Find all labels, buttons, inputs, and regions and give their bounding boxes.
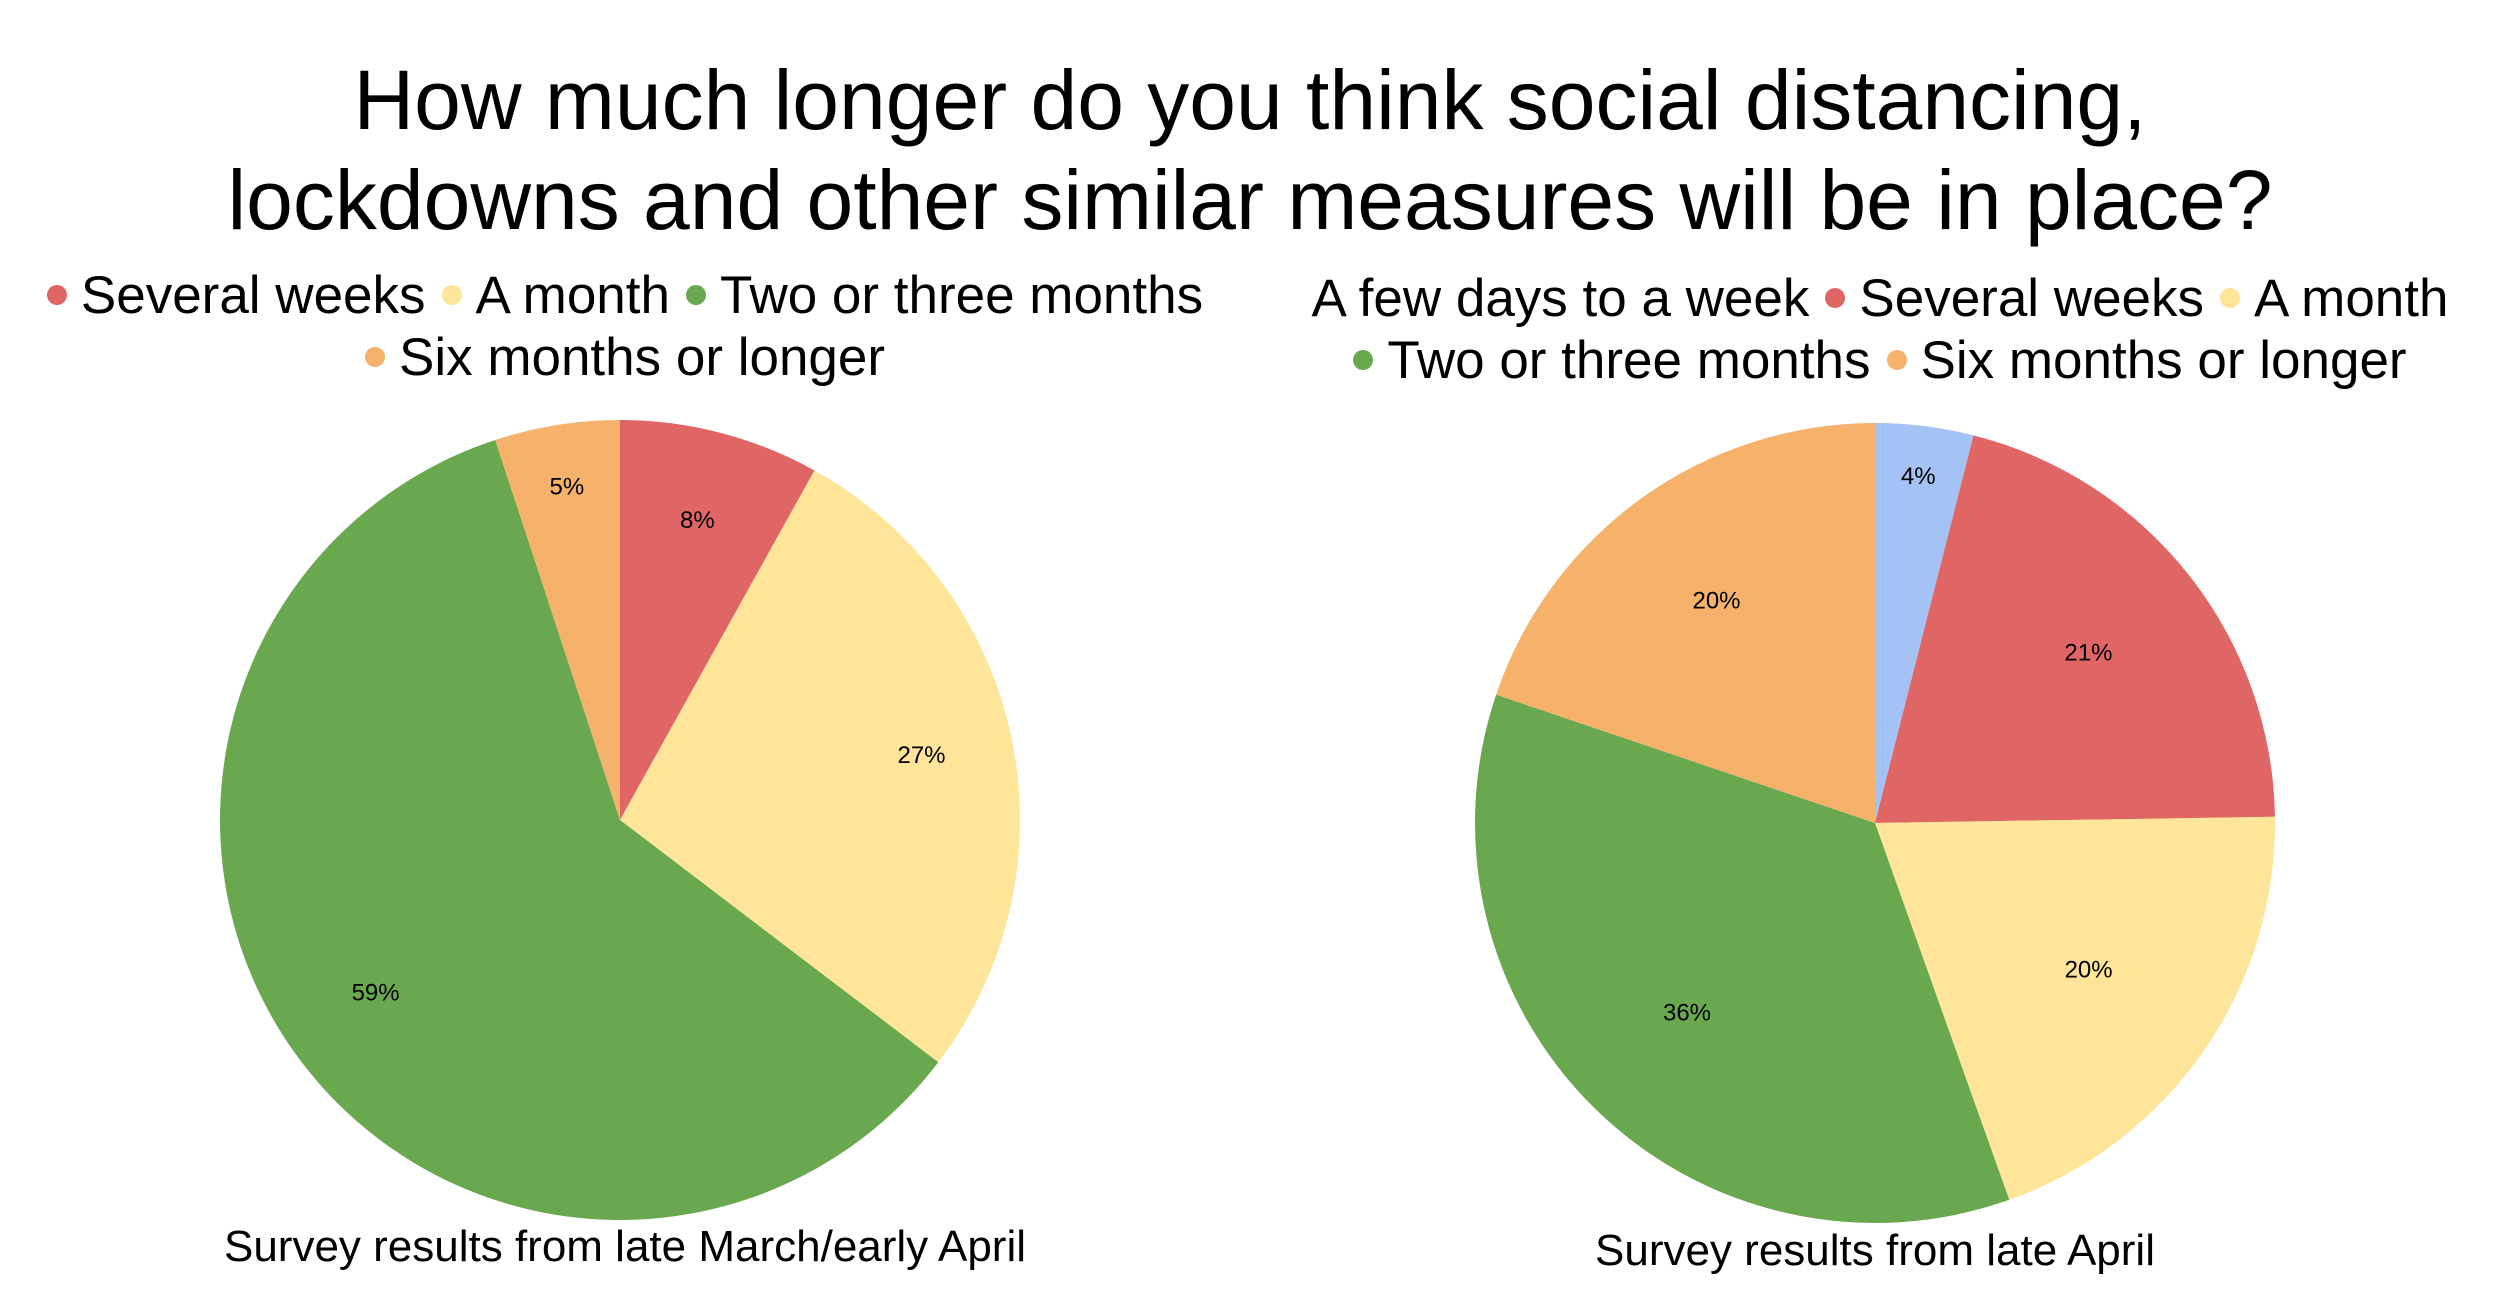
legend-dot-icon bbox=[46, 285, 67, 305]
chart-title-line-1: How much longer do you think social dist… bbox=[353, 53, 2147, 147]
slice-label-two-or-three-months: 59% bbox=[352, 979, 400, 1006]
pie-slice-a-month bbox=[1875, 816, 2275, 1200]
legend-label: Six months or longer bbox=[398, 328, 886, 387]
slice-label-six-months-or-longer: 5% bbox=[550, 474, 585, 501]
legend-item-a-month: A month bbox=[2220, 268, 2449, 330]
chart-title: How much longer do you think social dist… bbox=[0, 50, 2500, 250]
slice-label-a-month: 27% bbox=[897, 742, 945, 769]
legend: Several weeks A month Two or three months S… bbox=[0, 265, 1250, 389]
chart-caption: Survey results from late March/early Apr… bbox=[223, 1222, 1027, 1271]
legend-label: Two or three months bbox=[720, 266, 1204, 325]
legend-label: Two or three months bbox=[1387, 331, 1871, 390]
legend-item-several-weeks: Several weeks bbox=[46, 265, 426, 327]
legend-item-two-or-three-months: Two or three months bbox=[686, 265, 1203, 327]
legend-label: A month bbox=[475, 266, 670, 325]
legend-row: Several weeks A month Two or three months bbox=[0, 265, 1250, 327]
legend-label: Several weeks bbox=[1859, 269, 2205, 328]
slice-label-a-month: 20% bbox=[2065, 957, 2113, 984]
pie-slice-two-or-three-months bbox=[219, 439, 939, 1221]
legend-dot-icon bbox=[2220, 288, 2241, 308]
pie-slice-six-months-or-longer bbox=[495, 420, 620, 820]
legend-dot-icon bbox=[686, 285, 706, 305]
pie-slice-two-or-three-months bbox=[1474, 694, 2010, 1223]
pie-slice-six-months-or-longer bbox=[1496, 422, 1875, 823]
legend-dot-icon bbox=[1886, 350, 1907, 370]
legend-label: A month bbox=[2254, 269, 2449, 328]
legend-item-a-few-days-to-a-week: A few days to a week bbox=[1311, 268, 1809, 330]
legend-dot-icon bbox=[364, 347, 385, 367]
legend-label: Several weeks bbox=[80, 266, 426, 325]
chart-title-line-2: lockdowns and other similar measures wil… bbox=[227, 153, 2273, 247]
legend-label: Six months or longer bbox=[1920, 331, 2407, 390]
legend-item-two-or-three-months: Two or three months bbox=[1353, 330, 1871, 392]
slice-label-several-weeks: 8% bbox=[680, 507, 715, 534]
legend-dot-icon bbox=[1353, 350, 1374, 370]
pie-slice-a-few-days-to-a-week bbox=[1875, 423, 1974, 823]
pie-slice-a-month bbox=[620, 470, 1020, 1063]
pie-svg: 8% 27% 59% 5% bbox=[219, 420, 1020, 1221]
chart-caption: Survey results from late April bbox=[1595, 1226, 2155, 1275]
slice-label-a-few-days-to-a-week: 4% bbox=[1901, 463, 1936, 490]
pie-svg: 4% 21% 20% 36% 20% bbox=[1474, 422, 2275, 1223]
pie-slice-several-weeks bbox=[1875, 435, 2275, 823]
legend-row: Six months or longer bbox=[0, 327, 1250, 389]
legend-item-six-months-or-longer: Six months or longer bbox=[364, 327, 886, 389]
pie-slice-several-weeks bbox=[620, 420, 815, 820]
pie-chart-late-april: A few days to a week Several weeks A month… bbox=[1250, 0, 2500, 1300]
pie-chart-march-april: Several weeks A month Two or three months S… bbox=[0, 265, 1250, 1271]
legend-row: Two or three months Six months or longer bbox=[1270, 330, 2490, 392]
legend-item-six-months-or-longer: Six months or longer bbox=[1886, 330, 2407, 392]
legend-row: A few days to a week Several weeks A month bbox=[1270, 268, 2490, 330]
legend-item-several-weeks: Several weeks bbox=[1825, 268, 2204, 330]
legend-dot-icon bbox=[1825, 288, 1846, 308]
slice-label-several-weeks: 21% bbox=[2064, 640, 2112, 667]
legend-item-a-month: A month bbox=[441, 265, 670, 327]
slice-label-two-or-three-months: 36% bbox=[1663, 999, 1711, 1026]
legend: A few days to a week Several weeks A month… bbox=[1270, 268, 2490, 392]
legend-dot-icon bbox=[441, 285, 462, 305]
slice-label-six-months-or-longer: 20% bbox=[1692, 587, 1740, 614]
legend-label: A few days to a week bbox=[1311, 269, 1810, 328]
